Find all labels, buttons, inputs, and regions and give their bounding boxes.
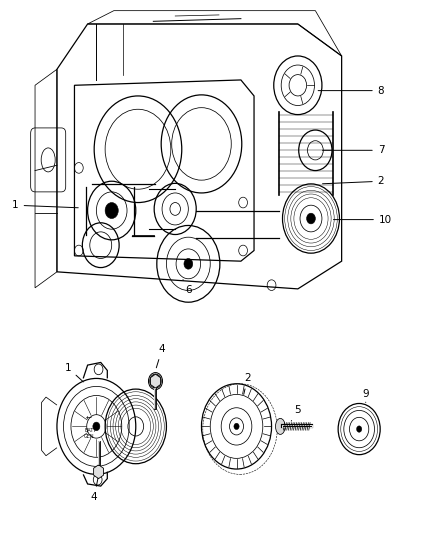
- Polygon shape: [94, 465, 103, 479]
- Text: 2: 2: [244, 374, 251, 394]
- Text: 9: 9: [362, 390, 369, 402]
- Circle shape: [184, 259, 193, 269]
- Text: 4: 4: [156, 344, 166, 368]
- Text: 1: 1: [64, 363, 83, 382]
- Text: 10: 10: [333, 215, 392, 224]
- Text: 2: 2: [322, 176, 385, 186]
- Text: GEN: GEN: [84, 434, 95, 439]
- Polygon shape: [151, 374, 160, 388]
- Circle shape: [105, 203, 118, 219]
- Text: 4: 4: [91, 478, 98, 502]
- Text: 7: 7: [322, 146, 385, 155]
- Circle shape: [307, 213, 315, 224]
- Ellipse shape: [276, 418, 285, 434]
- Text: 8: 8: [318, 86, 385, 95]
- Text: 6: 6: [183, 280, 192, 295]
- Text: 5: 5: [291, 406, 301, 421]
- Circle shape: [299, 130, 332, 171]
- Text: BATT: BATT: [84, 427, 96, 433]
- Text: 1: 1: [12, 200, 78, 210]
- Text: ←: ←: [85, 416, 91, 422]
- Circle shape: [357, 426, 362, 432]
- Circle shape: [93, 422, 100, 431]
- Circle shape: [234, 423, 239, 430]
- Circle shape: [148, 373, 162, 390]
